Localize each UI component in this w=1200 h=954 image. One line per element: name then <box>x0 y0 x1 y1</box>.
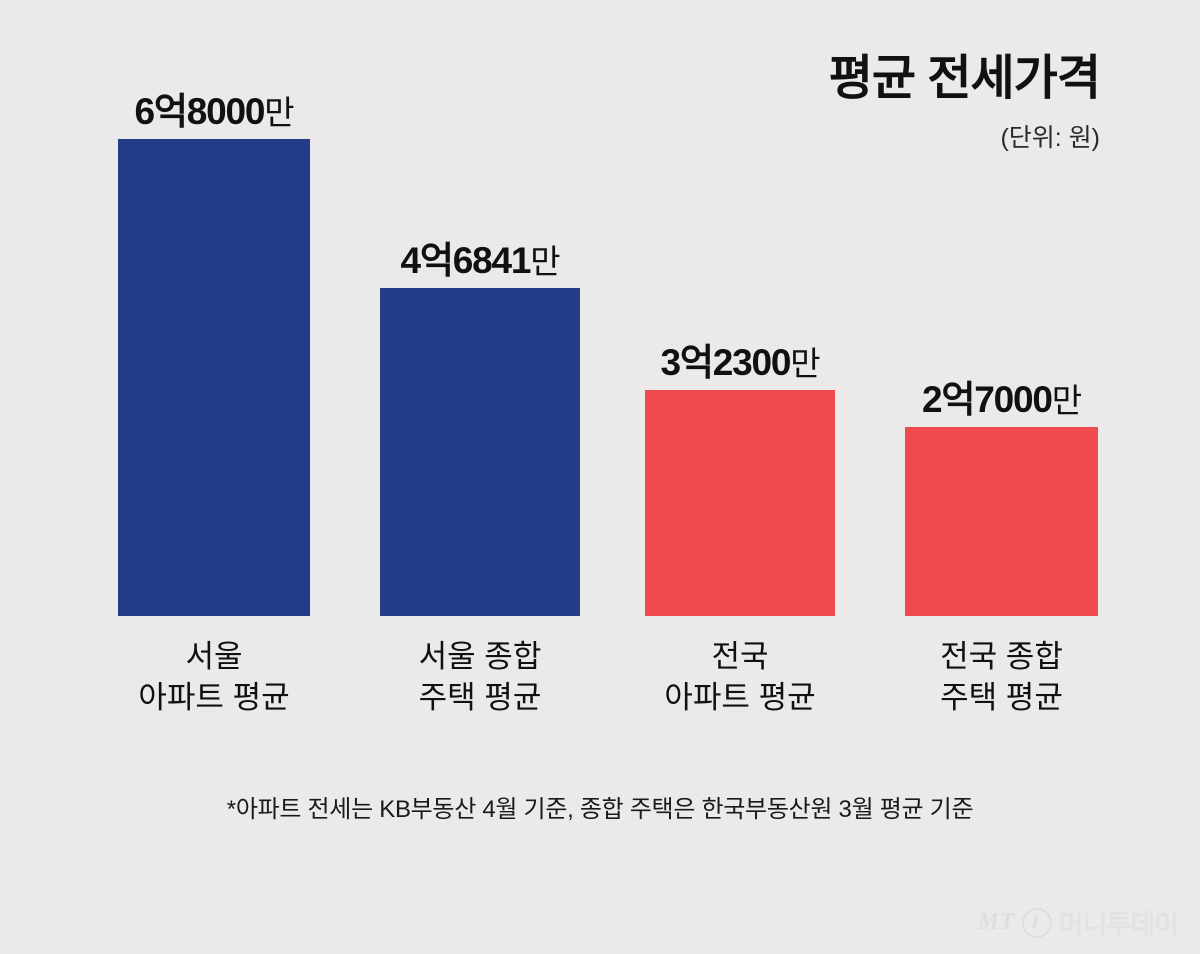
logo-circle-icon <box>1021 907 1052 938</box>
bar-category-label-line1: 전국 종합 <box>940 639 1063 674</box>
bar-value-unit: 만 <box>264 94 294 131</box>
bar-rect <box>118 139 310 616</box>
bar-category-label-line1: 전국 <box>711 639 769 674</box>
bar-category-label-line2: 주택 평균 <box>940 680 1063 716</box>
logo-name-text: 머니투데이 <box>1058 910 1179 940</box>
bar-rect <box>905 427 1098 616</box>
logo-mt-text: MT <box>977 909 1015 935</box>
bar-value-label: 3억2300만 <box>660 342 821 383</box>
bar-value-label: 6억8000만 <box>134 91 295 132</box>
chart-unit-note: (단위: 원) <box>1000 123 1100 152</box>
moneytoday-logo: MT 머니투데이 <box>977 903 1179 942</box>
bar-value-number: 2억7000 <box>922 379 1053 420</box>
page-title: 평균 전세가격 <box>828 52 1101 105</box>
bar-category-label-line2: 주택 평균 <box>418 680 542 716</box>
bar-category-label-line1: 서울 종합 <box>418 639 542 674</box>
bar-value-number: 3억2300 <box>660 342 792 383</box>
bar-value-unit: 만 <box>530 243 560 280</box>
chart-header: 평균 전세가격 (단위: 원) <box>828 52 1101 154</box>
chart-footnote: *아파트 전세는 KB부동산 4월 기준, 종합 주택은 한국부동산원 3월 평… <box>226 796 974 823</box>
bar-category-label-line1: 서울 <box>185 639 243 674</box>
bar-value-number: 6억8000 <box>134 91 266 132</box>
bar-rect <box>645 390 835 616</box>
bar-category-label-line2: 아파트 평균 <box>664 680 816 716</box>
bar-value-unit: 만 <box>1051 382 1082 419</box>
bar-value-label: 2억7000만 <box>922 379 1082 420</box>
bar-rect <box>380 288 580 616</box>
bar-value-unit: 만 <box>790 345 820 382</box>
bar-value-label: 4억6841만 <box>400 240 561 281</box>
bar-value-number: 4억6841 <box>400 240 532 281</box>
bar-category-label-line2: 아파트 평균 <box>138 680 290 716</box>
